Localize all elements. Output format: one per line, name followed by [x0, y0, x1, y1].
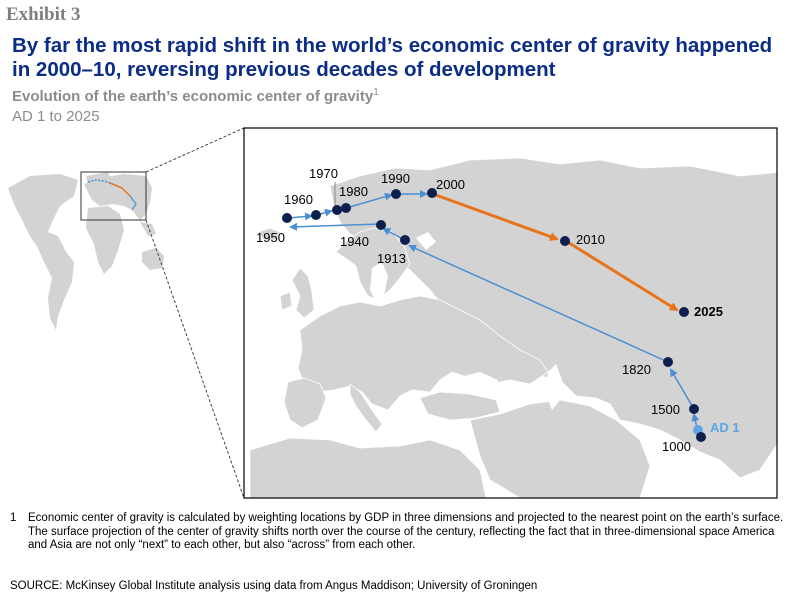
- land-italy: [349, 383, 383, 433]
- point-1940: [376, 220, 386, 230]
- path-2010-2025: [565, 239, 679, 312]
- point-1980: [341, 203, 351, 213]
- world-minimap: [8, 172, 164, 330]
- gravity-points: [282, 188, 706, 442]
- label-2025: 2025: [694, 304, 723, 319]
- land-ireland: [279, 291, 293, 311]
- point-1000: [696, 432, 706, 442]
- path-1500-1820: [669, 368, 695, 410]
- land-uk: [291, 267, 315, 319]
- path-1940-1950: [289, 222, 381, 231]
- footnote-number: 1: [10, 512, 17, 524]
- zoom-guide-top: [145, 127, 245, 173]
- label-2010: 2010: [576, 232, 605, 247]
- minimap-eurasia: [84, 174, 152, 220]
- path-1820-1913: [408, 244, 669, 363]
- point-2025: [679, 307, 689, 317]
- point-1500: [689, 404, 699, 414]
- minimap-path: [87, 179, 137, 211]
- headline: By far the most rapid shift in the world…: [12, 34, 773, 81]
- label-1940: 1940: [340, 234, 369, 249]
- label-1990: 1990: [381, 171, 410, 186]
- footnote-text: Economic center of gravity is calculated…: [28, 512, 784, 551]
- minimap-se-asia: [140, 222, 156, 236]
- zoom-guide-bottom: [145, 219, 245, 499]
- path-2000-2010: [432, 192, 559, 241]
- label-1500: 1500: [651, 402, 680, 417]
- detail-map-land: [249, 157, 777, 498]
- map-figure: AD 1 1000 1500 1820 1913 1940 1950 1960 …: [8, 127, 778, 499]
- label-1820: 1820: [622, 362, 651, 377]
- point-1913: [400, 235, 410, 245]
- land-scandinavia: [335, 227, 411, 301]
- gravity-paths: [287, 182, 700, 429]
- footnote-marker: 1: [373, 87, 379, 98]
- caspian-sea: [546, 364, 562, 410]
- minimap-americas: [8, 174, 78, 330]
- exhibit-label: Exhibit 3: [6, 4, 81, 25]
- label-1970: 1970: [309, 166, 338, 181]
- point-1820: [663, 357, 673, 367]
- source-note: SOURCE: McKinsey Global Institute analys…: [10, 580, 538, 592]
- label-1913: 1913: [377, 251, 406, 266]
- subtitle: Evolution of the earth’s economic center…: [12, 87, 379, 105]
- point-1950: [282, 213, 292, 223]
- minimap-focus-box: [80, 171, 147, 221]
- detail-map-lakes: [370, 232, 562, 410]
- minimap-australia: [142, 248, 164, 270]
- minimap-rapid-path: [109, 182, 131, 197]
- detail-map-frame: [243, 127, 778, 499]
- minimap-early-path: [129, 195, 137, 211]
- land-turkey: [419, 391, 501, 421]
- land-iceland: [257, 227, 281, 241]
- black-sea: [454, 372, 498, 394]
- minimap-historic-path: [87, 179, 111, 184]
- point-labels: AD 1 1000 1500 1820 1913 1940 1950 1960 …: [256, 166, 740, 454]
- point-1990: [391, 189, 401, 199]
- land-iberia: [283, 377, 327, 429]
- minimap-africa: [86, 206, 124, 274]
- point-2000: [427, 188, 437, 198]
- label-1980: 1980: [339, 184, 368, 199]
- land-middle-east: [469, 399, 651, 498]
- label-1950: 1950: [256, 230, 285, 245]
- path-1980-1990: [345, 192, 393, 209]
- subtitle-text: Evolution of the earth’s economic center…: [12, 88, 374, 105]
- label-ad1: AD 1: [710, 420, 740, 435]
- land-africa: [249, 437, 487, 498]
- label-1960: 1960: [284, 192, 313, 207]
- point-1960: [311, 210, 321, 220]
- label-1000: 1000: [662, 439, 691, 454]
- white-sea: [416, 232, 436, 250]
- point-1970: [332, 205, 342, 215]
- label-2000: 2000: [436, 177, 465, 192]
- date-range: AD 1 to 2025: [12, 108, 100, 125]
- point-2010: [560, 236, 570, 246]
- baltic-sea: [370, 262, 388, 302]
